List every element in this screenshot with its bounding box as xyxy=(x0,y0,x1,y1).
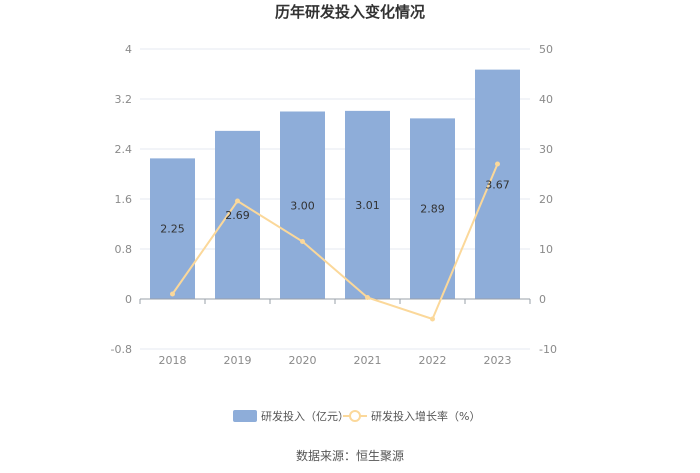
left-tick-label: 1.6 xyxy=(115,193,133,206)
right-tick-label: 40 xyxy=(539,93,553,106)
legend-line-label: 研发投入增长率（%） xyxy=(371,409,480,423)
growth-point xyxy=(430,316,435,322)
bar-series xyxy=(150,69,520,299)
bar-labels: 2.25 2.69 3.00 3.01 2.89 3.67 xyxy=(160,178,510,235)
bar xyxy=(345,110,390,299)
left-tick-label: 0 xyxy=(125,293,132,306)
bar-data-label: 2.89 xyxy=(420,203,445,216)
growth-point xyxy=(170,291,175,297)
right-tick-label: 0 xyxy=(539,293,546,306)
x-tick-label: 2022 xyxy=(419,354,447,367)
x-tick-label: 2018 xyxy=(159,354,187,367)
bar-data-label: 3.01 xyxy=(355,199,380,212)
legend-line-marker xyxy=(349,410,361,422)
x-tick-label: 2020 xyxy=(289,354,317,367)
legend[interactable]: 研发投入（亿元） 研发投入增长率（%） xyxy=(233,409,480,423)
bar-data-label: 2.25 xyxy=(160,223,185,236)
left-tick-label: -0.8 xyxy=(111,343,132,356)
legend-bar-swatch xyxy=(233,410,257,422)
right-tick-label: 30 xyxy=(539,143,553,156)
bar-data-label: 3.00 xyxy=(290,199,315,212)
left-tick-label: 2.4 xyxy=(115,143,133,156)
data-source: 数据来源：恒生聚源 xyxy=(296,448,404,463)
x-tick-label: 2019 xyxy=(224,354,252,367)
bar xyxy=(280,111,325,299)
line-series xyxy=(170,161,500,322)
bar xyxy=(150,158,195,299)
x-tick-label: 2023 xyxy=(484,354,512,367)
left-tick-label: 0.8 xyxy=(115,243,133,256)
left-tick-label: 3.2 xyxy=(115,93,133,106)
x-tick-label: 2021 xyxy=(354,354,382,367)
right-axis: -10 0 10 20 30 40 50 xyxy=(539,43,557,356)
left-axis: -0.8 0 0.8 1.6 2.4 3.2 4 xyxy=(111,43,132,356)
x-axis: 2018 2019 2020 2021 2022 2023 xyxy=(139,298,531,367)
right-tick-label: 10 xyxy=(539,243,553,256)
bar-data-label: 3.67 xyxy=(485,178,510,191)
growth-point xyxy=(365,295,370,300)
growth-point xyxy=(495,161,500,167)
right-tick-label: -10 xyxy=(539,343,557,356)
legend-bar-label: 研发投入（亿元） xyxy=(261,409,349,423)
bar-data-label: 2.69 xyxy=(225,209,250,222)
bar xyxy=(410,118,455,299)
bar xyxy=(215,130,260,299)
chart-title: 历年研发投入变化情况 xyxy=(275,3,425,21)
right-tick-label: 50 xyxy=(539,43,553,56)
left-tick-label: 4 xyxy=(125,43,132,56)
growth-point xyxy=(300,239,305,244)
right-tick-label: 20 xyxy=(539,193,553,206)
growth-line xyxy=(171,163,499,321)
bar xyxy=(475,69,520,299)
growth-point xyxy=(235,198,240,204)
